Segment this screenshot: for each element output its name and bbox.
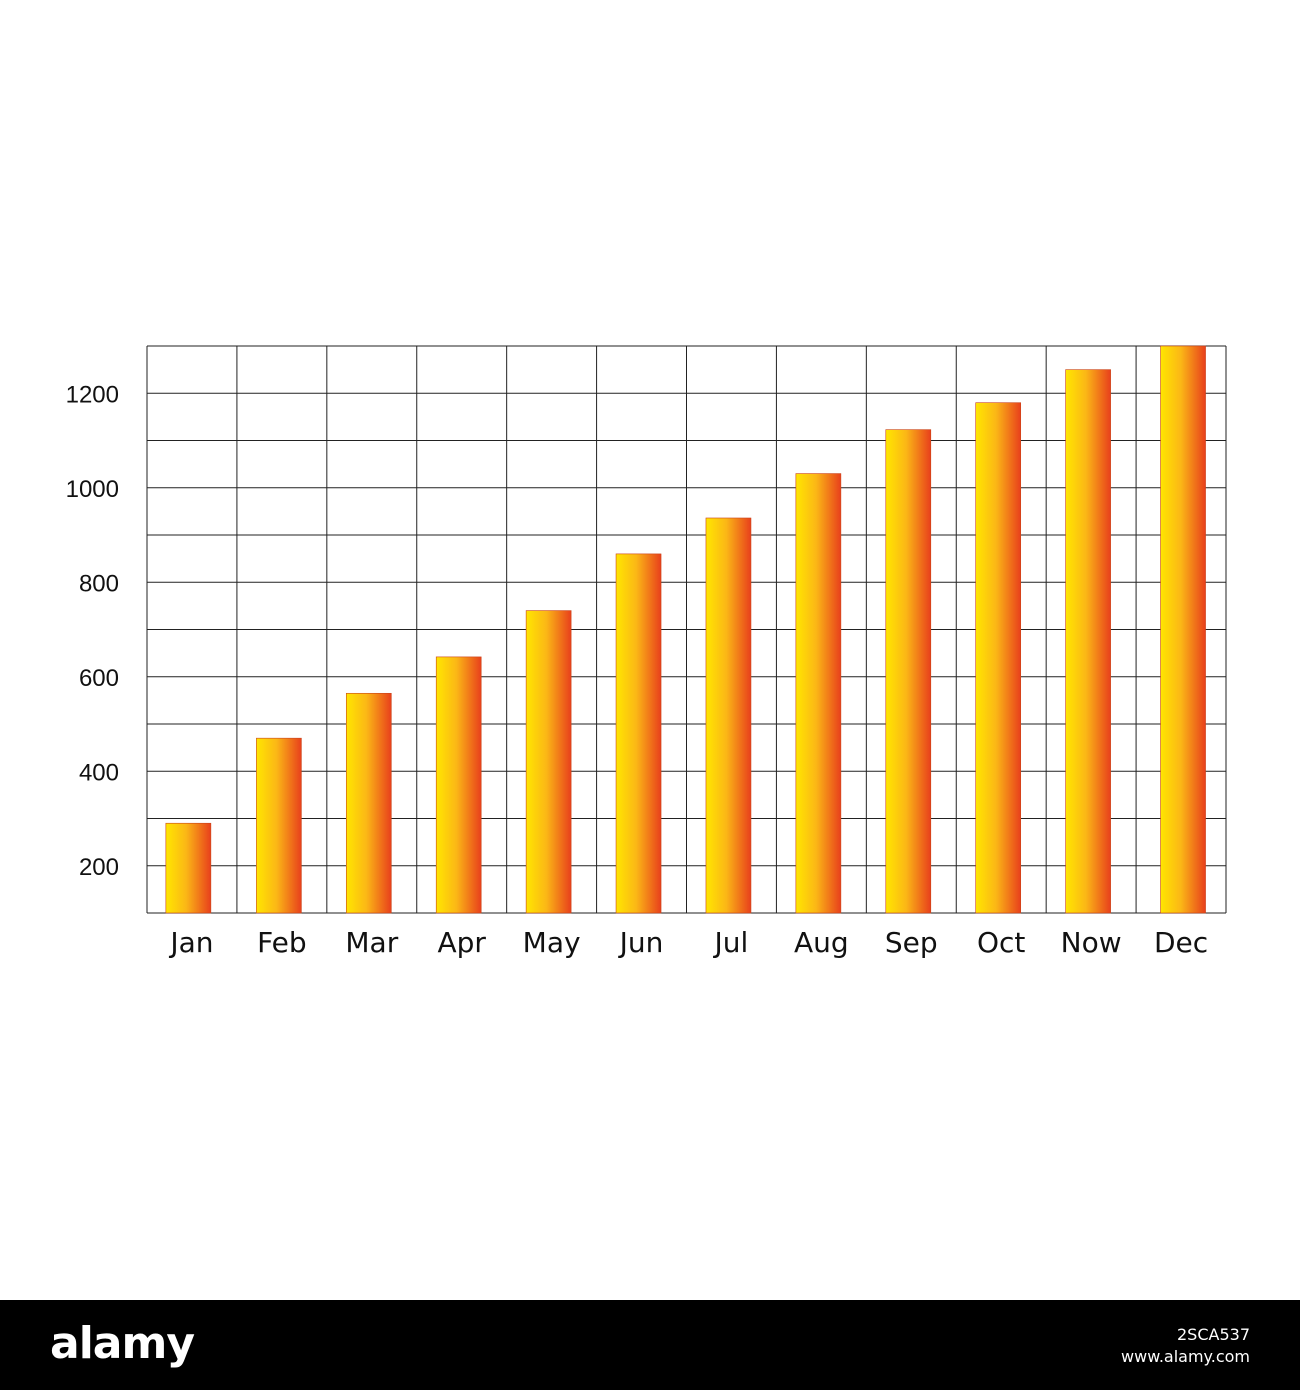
bar-jan (165, 822, 212, 914)
grid (146, 345, 1227, 914)
bar-dec (1160, 345, 1206, 914)
bar-mar (345, 692, 392, 914)
x-tick-label: Apr (437, 926, 486, 959)
y-tick-label: 400 (79, 759, 119, 786)
x-tick-label: Jun (618, 926, 664, 959)
x-tick-label: Jan (168, 926, 213, 959)
x-axis-ticks: Jan Feb Mar Apr May Jun Jul Aug Sep Oct Now Dec (168, 926, 1208, 959)
x-tick-label: Aug (794, 926, 849, 959)
bar-aug (795, 473, 842, 914)
bar-now (1065, 369, 1111, 914)
image-credit: 2SCA537 www.alamy.com (1121, 1324, 1250, 1368)
x-tick-label: Dec (1154, 926, 1208, 959)
bar-feb (256, 737, 302, 914)
bar-apr (435, 656, 482, 914)
x-tick-label: Feb (257, 926, 307, 959)
bar-jul (705, 517, 752, 914)
bars (165, 345, 1206, 914)
image-id: 2SCA537 (1177, 1325, 1250, 1344)
x-tick-label: Jul (713, 926, 749, 959)
y-tick-label: 1000 (66, 476, 119, 503)
bar-may (525, 610, 572, 914)
bar-sep (885, 429, 932, 914)
bar-oct (975, 402, 1022, 914)
x-tick-label: May (523, 926, 581, 959)
y-tick-label: 200 (79, 854, 119, 881)
x-tick-label: Oct (977, 926, 1025, 959)
y-tick-label: 1200 (66, 381, 119, 408)
y-tick-label: 600 (79, 665, 119, 692)
brand-logo: alamy (50, 1318, 195, 1369)
bar-jun (615, 553, 662, 914)
x-tick-label: Now (1061, 926, 1122, 959)
y-tick-label: 800 (79, 570, 119, 597)
x-tick-label: Sep (885, 926, 938, 959)
site-url: www.alamy.com (1121, 1347, 1250, 1366)
x-tick-label: Mar (345, 926, 398, 959)
footer-bar: alamy 2SCA537 www.alamy.com (0, 1300, 1300, 1390)
y-axis-ticks: 200 400 600 800 1000 1200 (66, 381, 119, 881)
